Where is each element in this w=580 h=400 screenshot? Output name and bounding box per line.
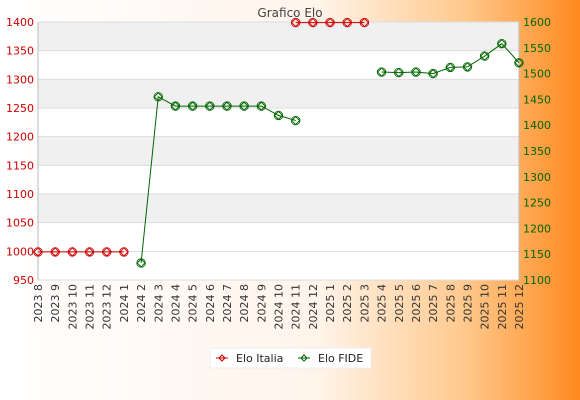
- legend-box: [209, 347, 372, 369]
- x-tick-label: 2025 3: [358, 284, 371, 323]
- y-right-tick-label: 1200: [523, 222, 551, 235]
- elo-fide-point-ring: [273, 110, 284, 121]
- elo-fide-point-ring: [445, 62, 455, 73]
- x-tick-label: 2025 4: [376, 284, 389, 323]
- y-left-tick-label: 1300: [6, 73, 34, 86]
- elo-fide-point-ring: [497, 38, 507, 49]
- grid-band: [38, 22, 519, 51]
- elo-fide-line: [140, 96, 296, 264]
- x-tick-label: 2024 6: [204, 284, 217, 323]
- elo-fide-line: [381, 43, 520, 75]
- x-tick-label: 2024 4: [169, 284, 182, 323]
- y-right-tick-label: 1250: [523, 197, 551, 210]
- y-left-tick-label: 950: [13, 274, 34, 287]
- x-tick-label: 2025 7: [427, 284, 440, 323]
- elo-fide-point-ring: [290, 115, 301, 126]
- y-right-tick-label: 1450: [523, 93, 551, 106]
- x-tick-label: 2023 11: [84, 284, 97, 330]
- y-left-tick-label: 1400: [6, 16, 34, 29]
- x-tick-label: 2024 3: [152, 284, 165, 323]
- elo-italia-point-ring: [325, 17, 335, 28]
- elo-italia-point-ring: [67, 247, 78, 257]
- y-left-tick-label: 1000: [6, 245, 34, 258]
- elo-fide-point-ring: [411, 67, 421, 77]
- y-right-tick-label: 1500: [523, 68, 551, 81]
- y-left-tick-label: 1250: [6, 102, 34, 115]
- y-left-tick-label: 1350: [6, 45, 34, 58]
- elo-italia-point-ring: [119, 247, 129, 257]
- grid-band: [38, 79, 519, 108]
- x-tick-label: 2024 12: [307, 284, 320, 330]
- elo-italia-point-ring: [308, 17, 318, 28]
- elo-italia-point-ring: [359, 17, 370, 28]
- elo-italia-point-ring: [50, 247, 60, 257]
- x-tick-label: 2024 5: [187, 284, 200, 323]
- y-right-tick-label: 1100: [523, 274, 551, 287]
- y-right-tick-label: 1400: [523, 119, 551, 132]
- y-left-tick-label: 1050: [6, 217, 34, 230]
- y-right-tick-label: 1600: [523, 16, 551, 29]
- y-left-tick-label: 1200: [6, 131, 34, 144]
- x-tick-label: 2025 8: [444, 284, 457, 323]
- y-right-tick-label: 1550: [523, 42, 551, 55]
- y-left-tick-label: 1150: [6, 159, 34, 172]
- elo-italia-point-ring: [342, 17, 352, 28]
- elo-italia-point-ring: [33, 247, 43, 257]
- elo-italia-legend-label: Elo Italia: [236, 352, 283, 365]
- elo-fide-point-ring: [187, 101, 198, 111]
- x-tick-label: 2025 11: [496, 284, 509, 330]
- x-tick-label: 2024 11: [290, 284, 303, 330]
- legend: Elo Italia Elo FIDE: [209, 347, 372, 369]
- elo-fide-legend-label: Elo FIDE: [318, 352, 363, 365]
- x-tick-label: 2025 10: [479, 284, 492, 330]
- x-tick-label: 2025 6: [410, 284, 423, 323]
- y-right-tick-label: 1350: [523, 145, 551, 158]
- x-tick-label: 2023 12: [101, 284, 114, 330]
- x-tick-label: 2024 10: [273, 284, 286, 330]
- elo-fide-point-ring: [222, 101, 232, 111]
- x-tick-label: 2024 8: [238, 284, 251, 323]
- chart-title: Grafico Elo: [257, 6, 322, 20]
- elo-italia-point-ring: [102, 247, 112, 257]
- grid-band: [38, 194, 519, 223]
- elo-italia-legend-marker: [218, 354, 226, 362]
- x-tick-label: 2023 8: [32, 284, 45, 323]
- elo-fide-point-ring: [479, 51, 490, 61]
- y-left-tick-label: 1100: [6, 188, 34, 201]
- elo-italia-point-ring: [84, 247, 95, 257]
- elo-fide-point-ring: [170, 101, 181, 111]
- elo-fide-point-ring: [514, 58, 524, 68]
- elo-italia-point-ring: [290, 17, 301, 28]
- x-tick-label: 2025 9: [461, 284, 474, 323]
- y-right-tick-label: 1300: [523, 171, 551, 184]
- elo-fide-point-ring: [136, 258, 146, 268]
- x-tick-label: 2025 5: [393, 284, 406, 323]
- x-tick-label: 2024 7: [221, 284, 234, 323]
- x-tick-label: 2025 1: [324, 284, 337, 323]
- y-right-tick-label: 1150: [523, 248, 551, 261]
- elo-fide-point-ring: [239, 101, 249, 111]
- elo-fide-legend-marker: [300, 354, 308, 362]
- elo-fide-point-ring: [256, 101, 267, 111]
- elo-fide-point-ring: [462, 62, 473, 72]
- x-tick-label: 2024 2: [135, 284, 148, 323]
- x-tick-label: 2024 9: [255, 284, 268, 323]
- grid-band: [38, 136, 519, 166]
- elo-fide-point-ring: [205, 101, 215, 111]
- elo-fide-point-ring: [394, 67, 404, 78]
- x-tick-label: 2025 2: [341, 284, 354, 323]
- x-tick-label: 2025 12: [513, 284, 526, 330]
- elo-fide-point-ring: [153, 92, 163, 102]
- x-tick-label: 2023 9: [49, 284, 62, 323]
- x-tick-label: 2023 10: [66, 284, 79, 330]
- elo-fide-point-ring: [428, 68, 438, 79]
- elo-fide-point-ring: [376, 67, 387, 77]
- x-tick-label: 2024 1: [118, 284, 131, 323]
